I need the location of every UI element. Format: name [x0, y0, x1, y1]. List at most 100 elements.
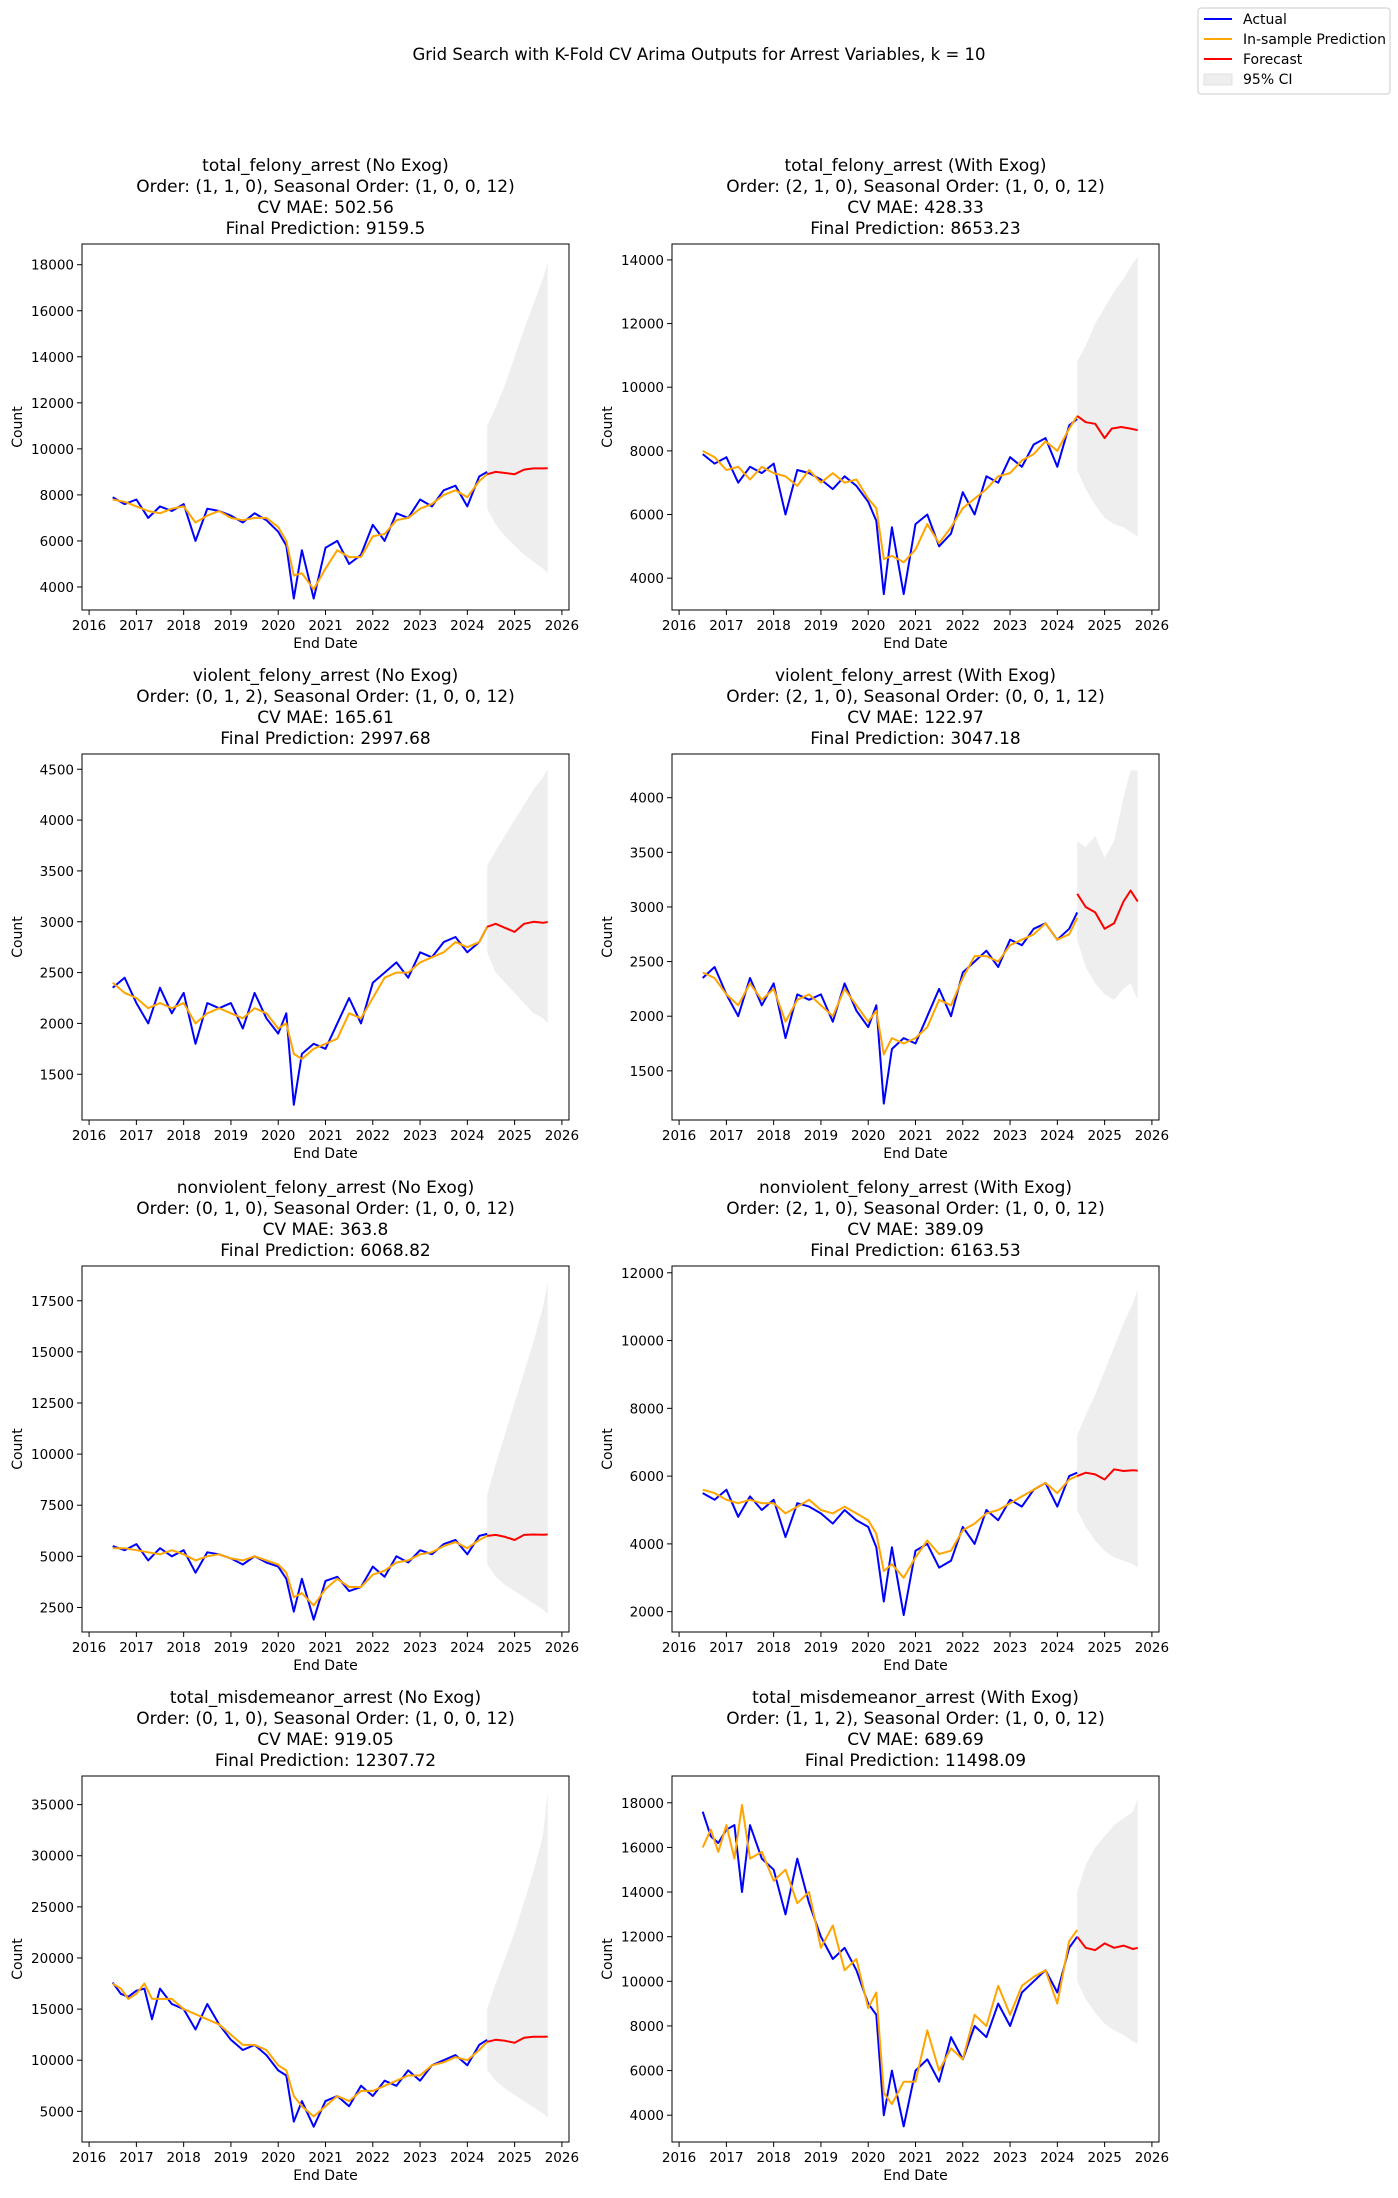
ci-band	[1077, 256, 1138, 537]
subplot-3-title-line-4: Final Prediction: 2997.68	[220, 729, 430, 749]
x-tick-label: 2018	[756, 2150, 790, 2166]
insample-line	[112, 473, 488, 591]
x-tick-label: 2020	[261, 1640, 295, 1656]
subplot-5-plot-area	[112, 1282, 548, 1621]
insample-line	[702, 1475, 1078, 1579]
subplot-8: total_misdemeanor_arrest (With Exog)Orde…	[600, 1688, 1169, 2184]
y-tick-label: 4000	[40, 580, 74, 596]
x-tick-label: 2017	[709, 1128, 743, 1144]
subplot-8-plot-area	[701, 1798, 1138, 2128]
y-tick-label: 3500	[40, 864, 74, 880]
x-axis-label: End Date	[883, 1146, 948, 1162]
forecast-line	[1076, 1936, 1138, 1952]
actual-line	[111, 1981, 488, 2128]
x-tick-label: 2016	[662, 1128, 696, 1144]
subplot-3-plot-area	[112, 769, 548, 1106]
x-tick-label: 2024	[1040, 1640, 1074, 1656]
subplot-8-title-line-1: total_misdemeanor_arrest (With Exog)	[752, 1688, 1079, 1708]
x-tick-label: 2025	[1087, 618, 1121, 634]
subplot-6-title-line-4: Final Prediction: 6163.53	[810, 1241, 1020, 1261]
x-tick-label: 2024	[450, 1128, 484, 1144]
subplot-7-title-line-3: CV MAE: 919.05	[257, 1730, 394, 1750]
x-tick-label: 2026	[1135, 1640, 1169, 1656]
x-tick-label: 2016	[72, 1128, 106, 1144]
legend-actual-label: Actual	[1243, 12, 1287, 28]
forecast-line	[1076, 889, 1139, 930]
subplot-2-title-line-4: Final Prediction: 8653.23	[810, 219, 1020, 239]
y-tick-label: 14000	[621, 1885, 664, 1901]
y-tick-label: 20000	[31, 1951, 74, 1967]
x-tick-label: 2025	[497, 618, 531, 634]
y-tick-label: 2500	[40, 966, 74, 982]
y-tick-label: 4000	[630, 1537, 664, 1553]
x-tick-label: 2022	[946, 1640, 980, 1656]
y-tick-label: 8000	[630, 1401, 664, 1417]
y-tick-label: 10000	[31, 1447, 74, 1463]
subplot-1-title-line-3: CV MAE: 502.56	[257, 198, 394, 218]
actual-line	[701, 1811, 1079, 2128]
x-tick-label: 2020	[851, 2150, 885, 2166]
x-tick-label: 2020	[261, 618, 295, 634]
y-tick-label: 15000	[31, 1345, 74, 1361]
x-tick-label: 2025	[497, 1640, 531, 1656]
x-tick-label: 2022	[946, 1128, 980, 1144]
y-axis-label: Count	[600, 916, 616, 958]
subplot-2-title-line-1: total_felony_arrest (With Exog)	[784, 156, 1046, 176]
y-axis-label: Count	[10, 1938, 26, 1980]
y-axis-label: Count	[10, 916, 26, 958]
legend-forecast-label: Forecast	[1243, 52, 1303, 68]
subplot-7-title-line-2: Order: (0, 1, 0), Seasonal Order: (1, 0,…	[136, 1709, 514, 1729]
x-tick-label: 2016	[72, 618, 106, 634]
y-tick-label: 12000	[621, 317, 664, 333]
x-tick-label: 2023	[993, 2150, 1027, 2166]
forecast-line	[486, 920, 548, 933]
subplots: total_felony_arrest (No Exog)Order: (1, …	[10, 156, 1169, 2184]
y-tick-label: 4500	[40, 762, 74, 778]
x-tick-label: 2018	[756, 1128, 790, 1144]
x-tick-label: 2022	[356, 1128, 390, 1144]
x-tick-label: 2018	[166, 2150, 200, 2166]
y-tick-label: 16000	[621, 1840, 664, 1856]
x-tick-label: 2026	[1135, 1128, 1169, 1144]
x-tick-label: 2017	[119, 618, 153, 634]
y-tick-label: 35000	[31, 1798, 74, 1814]
subplot-2: total_felony_arrest (With Exog)Order: (2…	[600, 156, 1169, 652]
y-tick-label: 18000	[31, 258, 74, 274]
subplot-2-title-line-2: Order: (2, 1, 0), Seasonal Order: (1, 0,…	[726, 177, 1104, 197]
forecast-line	[487, 1533, 548, 1541]
x-tick-label: 2026	[1135, 2150, 1169, 2166]
actual-line	[702, 1471, 1078, 1617]
y-tick-label: 15000	[31, 2002, 74, 2018]
subplot-3-title-line-1: violent_felony_arrest (No Exog)	[193, 666, 459, 686]
subplot-3: violent_felony_arrest (No Exog)Order: (0…	[10, 666, 579, 1162]
y-tick-label: 2000	[40, 1016, 74, 1032]
x-tick-label: 2020	[851, 1640, 885, 1656]
y-tick-label: 18000	[621, 1796, 664, 1812]
y-tick-label: 12000	[621, 1930, 664, 1946]
subplot-6-title-line-2: Order: (2, 1, 0), Seasonal Order: (1, 0,…	[726, 1199, 1104, 1219]
y-tick-label: 3500	[630, 845, 664, 861]
forecast-line	[486, 2035, 548, 2044]
y-tick-label: 6000	[40, 534, 74, 550]
x-tick-label: 2026	[545, 618, 579, 634]
legend: Actual In-sample Prediction Forecast 95%…	[1197, 7, 1391, 95]
x-tick-label: 2025	[1087, 1640, 1121, 1656]
y-tick-label: 4000	[40, 813, 74, 829]
x-tick-label: 2019	[214, 1640, 248, 1656]
subplot-4: violent_felony_arrest (With Exog)Order: …	[600, 666, 1169, 1162]
legend-insample-label: In-sample Prediction	[1243, 32, 1386, 48]
subplot-5-title-line-2: Order: (0, 1, 0), Seasonal Order: (1, 0,…	[136, 1199, 514, 1219]
y-tick-label: 4000	[630, 791, 664, 807]
subplot-4-title-line-1: violent_felony_arrest (With Exog)	[775, 666, 1056, 686]
subplot-4-title-line-2: Order: (2, 1, 0), Seasonal Order: (0, 0,…	[726, 687, 1104, 707]
y-tick-label: 7500	[40, 1498, 74, 1514]
x-tick-label: 2024	[450, 618, 484, 634]
x-tick-label: 2021	[898, 1640, 932, 1656]
y-tick-label: 6000	[630, 2064, 664, 2080]
legend-ci-swatch	[1203, 73, 1233, 86]
x-tick-label: 2020	[851, 1128, 885, 1144]
y-tick-label: 30000	[31, 1849, 74, 1865]
x-tick-label: 2021	[898, 1128, 932, 1144]
subplot-6-title-line-3: CV MAE: 389.09	[847, 1220, 984, 1240]
